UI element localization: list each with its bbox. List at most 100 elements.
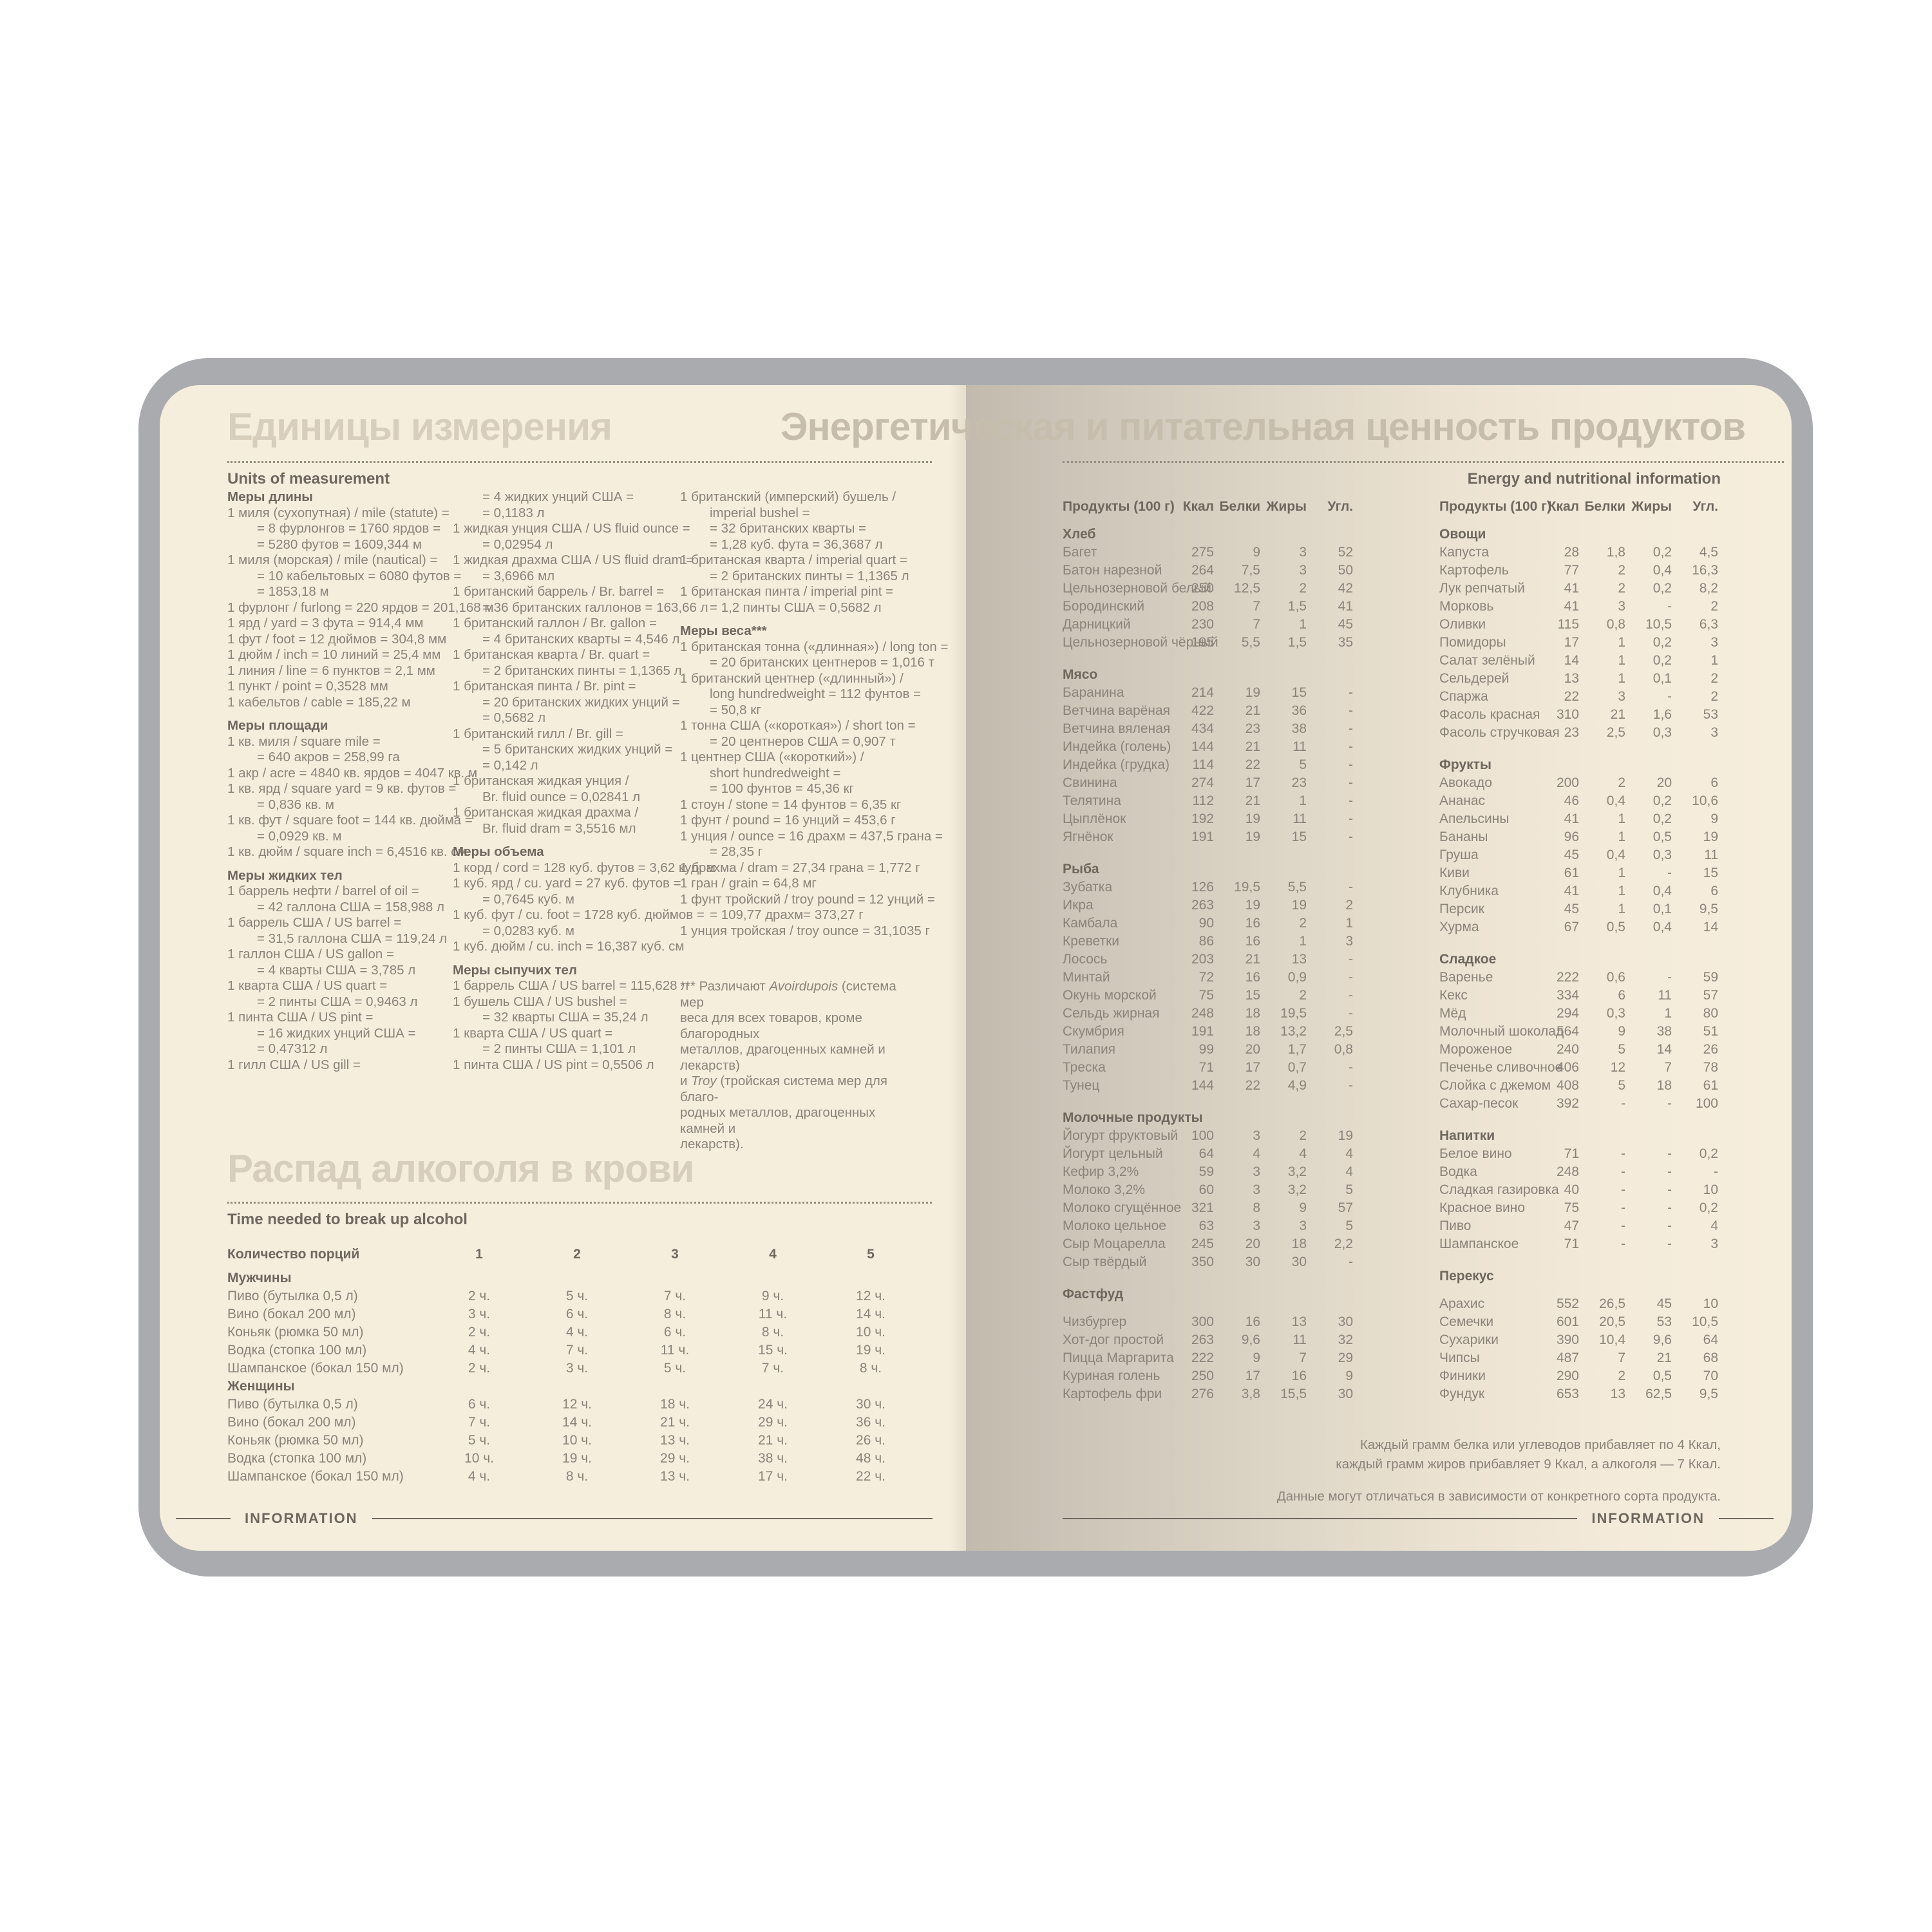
product-value: 61 bbox=[1703, 1078, 1718, 1093]
product-row: Слойка с джемом 408 5 18 61 bbox=[1439, 1078, 1718, 1096]
section-gap bbox=[453, 955, 680, 963]
text-line: 1 галлон США / US gallon = bbox=[227, 947, 395, 961]
product-name: Красное вино bbox=[1439, 1200, 1526, 1215]
product-row: Сыр твёрдый 350 30 30 - bbox=[1063, 1255, 1356, 1273]
alcohol-col-header: 4 bbox=[769, 1247, 777, 1262]
product-row: Баранина 214 19 15 - bbox=[1063, 685, 1356, 703]
text-line: = 20 британских центнеров = 1,016 т bbox=[710, 655, 935, 670]
product-value: 20,5 bbox=[1599, 1314, 1625, 1329]
product-value: 4 bbox=[1345, 1146, 1353, 1161]
alcohol-row: Коньяк (рюмка 50 мл) 2 ч. 4 ч. 6 ч. 8 ч. 10 ч… bbox=[227, 1325, 920, 1343]
alcohol-value: 18 ч. bbox=[660, 1397, 690, 1412]
text-line: = 4 британских кварты = 4,546 л bbox=[482, 631, 680, 647]
product-name: Кефир 3,2% bbox=[1063, 1164, 1139, 1179]
text-line: 1 куб. дюйм / cu. inch = 16,387 куб. см bbox=[453, 939, 685, 954]
product-value: 8 bbox=[1253, 1200, 1260, 1215]
product-value: 14 bbox=[1656, 1042, 1672, 1057]
product-name: Лосось bbox=[1063, 952, 1108, 967]
product-value: 75 bbox=[1198, 988, 1214, 1003]
product-name: Оливки bbox=[1439, 617, 1486, 632]
product-value: - bbox=[1349, 757, 1353, 772]
product-value: 3 bbox=[1253, 1182, 1260, 1197]
product-value: 248 bbox=[1556, 1164, 1579, 1179]
product-name: Хот-дог простой bbox=[1063, 1332, 1164, 1347]
product-name: Фундук bbox=[1439, 1387, 1485, 1401]
product-row: Тунец 144 22 4,9 - bbox=[1063, 1078, 1356, 1096]
product-col-header: Угл. bbox=[1327, 499, 1353, 514]
text-line: 1 кварта США / US quart = bbox=[453, 1025, 613, 1041]
product-value: 32 bbox=[1338, 1332, 1353, 1347]
alcohol-row: Вино (бокал 200 мл) 3 ч. 6 ч. 8 ч. 11 ч. 14 ч… bbox=[227, 1307, 920, 1325]
product-value: - bbox=[1349, 1255, 1353, 1269]
alcohol-row-label: Водка (стопка 100 мл) bbox=[227, 1343, 367, 1358]
alcohol-row-label: Пиво (бутылка 0,5 л) bbox=[227, 1289, 358, 1303]
text-line: = 0,7645 куб. м bbox=[482, 891, 574, 907]
product-value: - bbox=[1667, 1146, 1672, 1161]
product-value: 0,2 bbox=[1653, 793, 1672, 808]
product-name: Багет bbox=[1063, 545, 1097, 560]
text-line: 1 бушель США / US bushel = bbox=[453, 994, 627, 1009]
product-value: 16 bbox=[1245, 1314, 1260, 1329]
product-name: Молоко 3,2% bbox=[1063, 1182, 1145, 1197]
product-row: Оливки 115 0,8 10,5 6,3 bbox=[1439, 617, 1718, 635]
product-value: 112 bbox=[1192, 793, 1214, 808]
alcohol-value: 15 ч. bbox=[758, 1343, 788, 1358]
product-value: 9 bbox=[1253, 1350, 1260, 1365]
alcohol-value: 29 ч. bbox=[660, 1451, 690, 1466]
text-line: = 5280 футов = 1609,344 м bbox=[257, 536, 422, 552]
alcohol-value: 10 ч. bbox=[856, 1325, 886, 1340]
product-value: 19 bbox=[1245, 685, 1260, 700]
product-value: 19 bbox=[1338, 1128, 1353, 1143]
alcohol-value: 4 ч. bbox=[565, 1325, 589, 1340]
product-name: Батон нарезной bbox=[1063, 563, 1162, 578]
text-line: 1 британская кварта / imperial quart = bbox=[680, 553, 907, 567]
text-line: 1 британская пинта / imperial pint = bbox=[680, 584, 894, 599]
product-value: 2 bbox=[1618, 775, 1625, 790]
product-name: Йогурт фруктовый bbox=[1063, 1128, 1179, 1143]
product-value: 653 bbox=[1556, 1387, 1579, 1401]
text-line: = 1,2 пинты США = 0,5682 л bbox=[710, 600, 882, 615]
product-value: 8,2 bbox=[1699, 581, 1718, 596]
product-name: Слойка с джемом bbox=[1439, 1078, 1551, 1093]
text-line: 1 кв. миля / square mile = bbox=[227, 734, 381, 749]
product-value: 17 bbox=[1245, 1060, 1260, 1075]
product-value: 191 bbox=[1191, 1024, 1214, 1039]
product-name: Бородинский bbox=[1063, 599, 1145, 614]
product-value: 276 bbox=[1191, 1387, 1214, 1401]
alcohol-row: Водка (стопка 100 мл) 4 ч. 7 ч. 11 ч. 15 ч. 1… bbox=[227, 1343, 920, 1361]
product-value: 96 bbox=[1564, 829, 1579, 844]
product-value: 3 bbox=[1299, 545, 1307, 560]
product-value: 2 bbox=[1299, 988, 1307, 1003]
product-value: 0,2 bbox=[1653, 545, 1672, 560]
product-row: Чипсы 487 7 21 68 bbox=[1439, 1350, 1718, 1368]
product-row: Картофель фри 276 3,8 15,5 30 bbox=[1063, 1387, 1356, 1405]
product-value: 23 bbox=[1245, 721, 1260, 736]
text-line: 1 фунт тройский / troy pound = 12 унций … bbox=[680, 891, 935, 907]
product-name: Ветчина варёная bbox=[1063, 703, 1170, 718]
product-name: Ветчина вяленая bbox=[1063, 721, 1171, 736]
section-gap bbox=[1439, 743, 1718, 757]
product-value: 15 bbox=[1291, 829, 1307, 844]
product-value: 20 bbox=[1245, 1236, 1260, 1251]
product-value: 75 bbox=[1564, 1200, 1579, 1215]
product-value: 100 bbox=[1695, 1096, 1718, 1111]
text-line: = 5 британских жидких унций = bbox=[482, 742, 673, 757]
product-col-header: Жиры bbox=[1266, 499, 1307, 514]
product-value: 1,5 bbox=[1287, 635, 1307, 650]
product-value: 0,2 bbox=[1653, 581, 1672, 596]
product-value: 0,9 bbox=[1287, 970, 1307, 985]
product-name: Персик bbox=[1439, 902, 1484, 916]
product-value: 13 bbox=[1291, 952, 1307, 967]
text-line: = 0,0929 кв. м bbox=[257, 828, 342, 844]
text-line: 1 унция / ounce = 16 драхм = 437,5 грана… bbox=[680, 828, 943, 844]
product-value: 334 bbox=[1556, 988, 1579, 1003]
text-line: 1 фут / foot = 12 дюймов = 304,8 мм bbox=[227, 631, 447, 647]
product-value: 23 bbox=[1564, 725, 1579, 740]
product-value: 16 bbox=[1245, 934, 1260, 949]
text-line: 1 баррель США / US barrel = 115,628 л bbox=[453, 978, 689, 993]
section-gap bbox=[227, 710, 453, 718]
product-value: 3 bbox=[1618, 599, 1625, 614]
text-line: = 2 британских пинты = 1,1365 л bbox=[482, 663, 682, 678]
text-line: = 20 центнеров США = 0,907 т bbox=[710, 734, 896, 749]
text-line: = 0,5682 л bbox=[482, 710, 546, 725]
